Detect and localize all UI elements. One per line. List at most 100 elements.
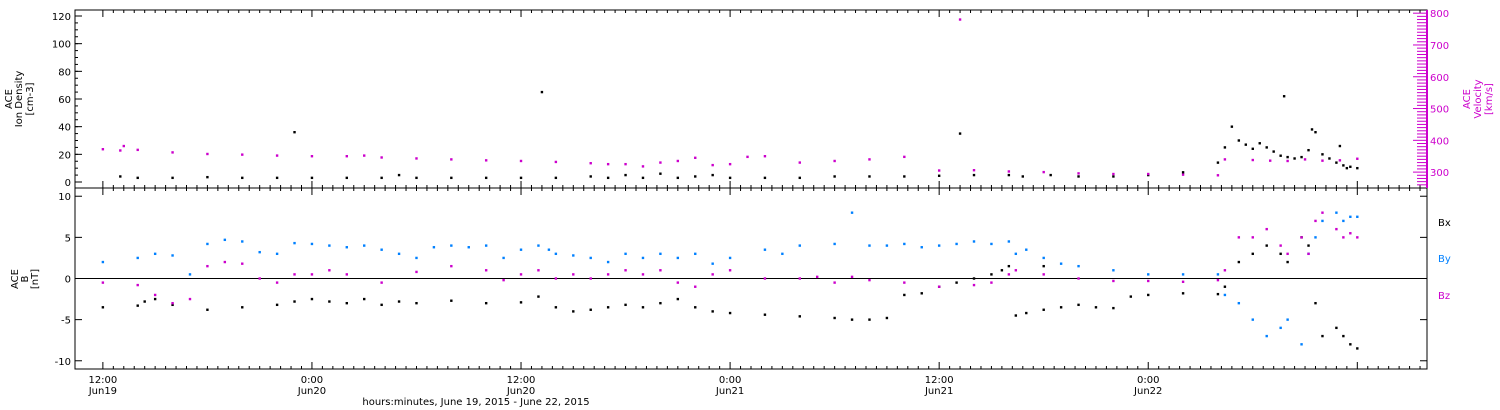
- bx-point: [1014, 314, 1018, 317]
- by-point: [363, 244, 366, 247]
- bx-point: [1307, 244, 1310, 247]
- density-point: [903, 175, 906, 178]
- bz-point: [589, 277, 592, 280]
- bz-point: [328, 269, 331, 272]
- bx-point: [1147, 293, 1150, 297]
- velocity-point: [363, 154, 366, 157]
- bz-point: [1147, 279, 1150, 283]
- y2-tick-label: 300: [1430, 168, 1449, 179]
- velocity-point: [937, 169, 941, 172]
- by-point: [1314, 236, 1317, 239]
- by-point: [572, 254, 575, 257]
- by-point: [101, 260, 105, 264]
- by-point: [850, 211, 854, 214]
- by-point: [519, 248, 523, 251]
- bx-point: [1349, 343, 1352, 346]
- density-point: [206, 175, 209, 179]
- by-point: [1112, 269, 1115, 272]
- bx-point: [275, 303, 279, 307]
- bx-point: [143, 300, 146, 303]
- bz-point: [1286, 252, 1289, 256]
- bx-point: [990, 273, 993, 276]
- velocity-point: [746, 155, 749, 159]
- by-point: [763, 248, 767, 251]
- by-point: [955, 242, 958, 246]
- x-tick-label-date: Jun21: [924, 386, 953, 397]
- bx-point: [1286, 260, 1289, 264]
- velocity-point: [1112, 172, 1115, 176]
- density-point: [1223, 146, 1227, 149]
- x-tick-label-time: 0:00: [1137, 375, 1159, 386]
- bz-point: [1314, 219, 1317, 223]
- density-point: [868, 175, 871, 178]
- velocity-point: [241, 153, 244, 156]
- density-point: [1279, 154, 1282, 157]
- density-point: [728, 176, 732, 180]
- bx-point: [484, 301, 488, 305]
- x-tick-label-time: 12:00: [507, 375, 536, 386]
- by-point: [1223, 293, 1227, 297]
- density-point: [763, 176, 767, 180]
- bx-point: [589, 308, 592, 311]
- density-point: [1335, 161, 1338, 164]
- velocity-point: [101, 148, 105, 151]
- velocity-point: [206, 152, 209, 156]
- velocity-point: [1338, 159, 1342, 162]
- bx-point: [1042, 264, 1045, 268]
- density-point: [1230, 125, 1234, 128]
- density-point: [1286, 155, 1289, 159]
- by-point: [1181, 273, 1185, 276]
- bz-point: [1279, 244, 1282, 247]
- bz-point: [537, 269, 540, 272]
- bx-point: [1077, 303, 1080, 307]
- bz-point: [1307, 252, 1310, 256]
- density-point: [540, 90, 544, 94]
- bz-point: [136, 283, 139, 287]
- bx-point: [293, 300, 296, 303]
- y-tick-label: 5: [65, 233, 71, 244]
- y-tick-label: 10: [58, 192, 71, 203]
- by-point: [606, 260, 610, 264]
- bx-point: [1216, 292, 1220, 296]
- velocity-point: [1223, 158, 1227, 161]
- by-point: [937, 244, 941, 247]
- velocity-point: [380, 156, 383, 159]
- bx-point: [850, 318, 854, 321]
- y-axis-label: Ion Density: [14, 71, 25, 128]
- bx-point: [380, 303, 383, 307]
- velocity-point: [641, 165, 645, 168]
- by-point: [397, 252, 401, 256]
- bz-point: [1356, 236, 1359, 239]
- density-point: [380, 176, 383, 180]
- bz-point: [816, 275, 819, 279]
- bz-point: [1349, 232, 1352, 235]
- bz-point: [1335, 227, 1338, 231]
- by-point: [206, 242, 209, 246]
- x-axis-label: hours:minutes, June 19, 2015 - June 22, …: [362, 397, 589, 408]
- bx-point: [397, 300, 401, 303]
- density-point: [606, 176, 610, 180]
- bx-point: [728, 311, 732, 315]
- by-point: [1251, 318, 1254, 321]
- bz-point: [1265, 227, 1268, 231]
- bz-point: [258, 277, 261, 280]
- bz-point: [763, 277, 767, 280]
- bx-point: [345, 301, 348, 305]
- bx-point: [241, 306, 244, 309]
- by-point: [1042, 256, 1045, 260]
- bz-point: [659, 269, 662, 272]
- bx-point: [1094, 306, 1098, 309]
- velocity-point: [1356, 157, 1359, 160]
- density-point: [554, 176, 558, 180]
- velocity-point: [1181, 173, 1185, 176]
- bx-point: [1223, 285, 1227, 288]
- bx-point: [868, 318, 871, 321]
- velocity-point: [122, 144, 125, 148]
- x-tick-label-time: 0:00: [301, 375, 323, 386]
- bx-point: [171, 303, 174, 307]
- by-point: [275, 252, 279, 256]
- by-point: [589, 256, 592, 260]
- bx-point: [641, 306, 645, 309]
- x-tick-label-date: Jun21: [715, 386, 744, 397]
